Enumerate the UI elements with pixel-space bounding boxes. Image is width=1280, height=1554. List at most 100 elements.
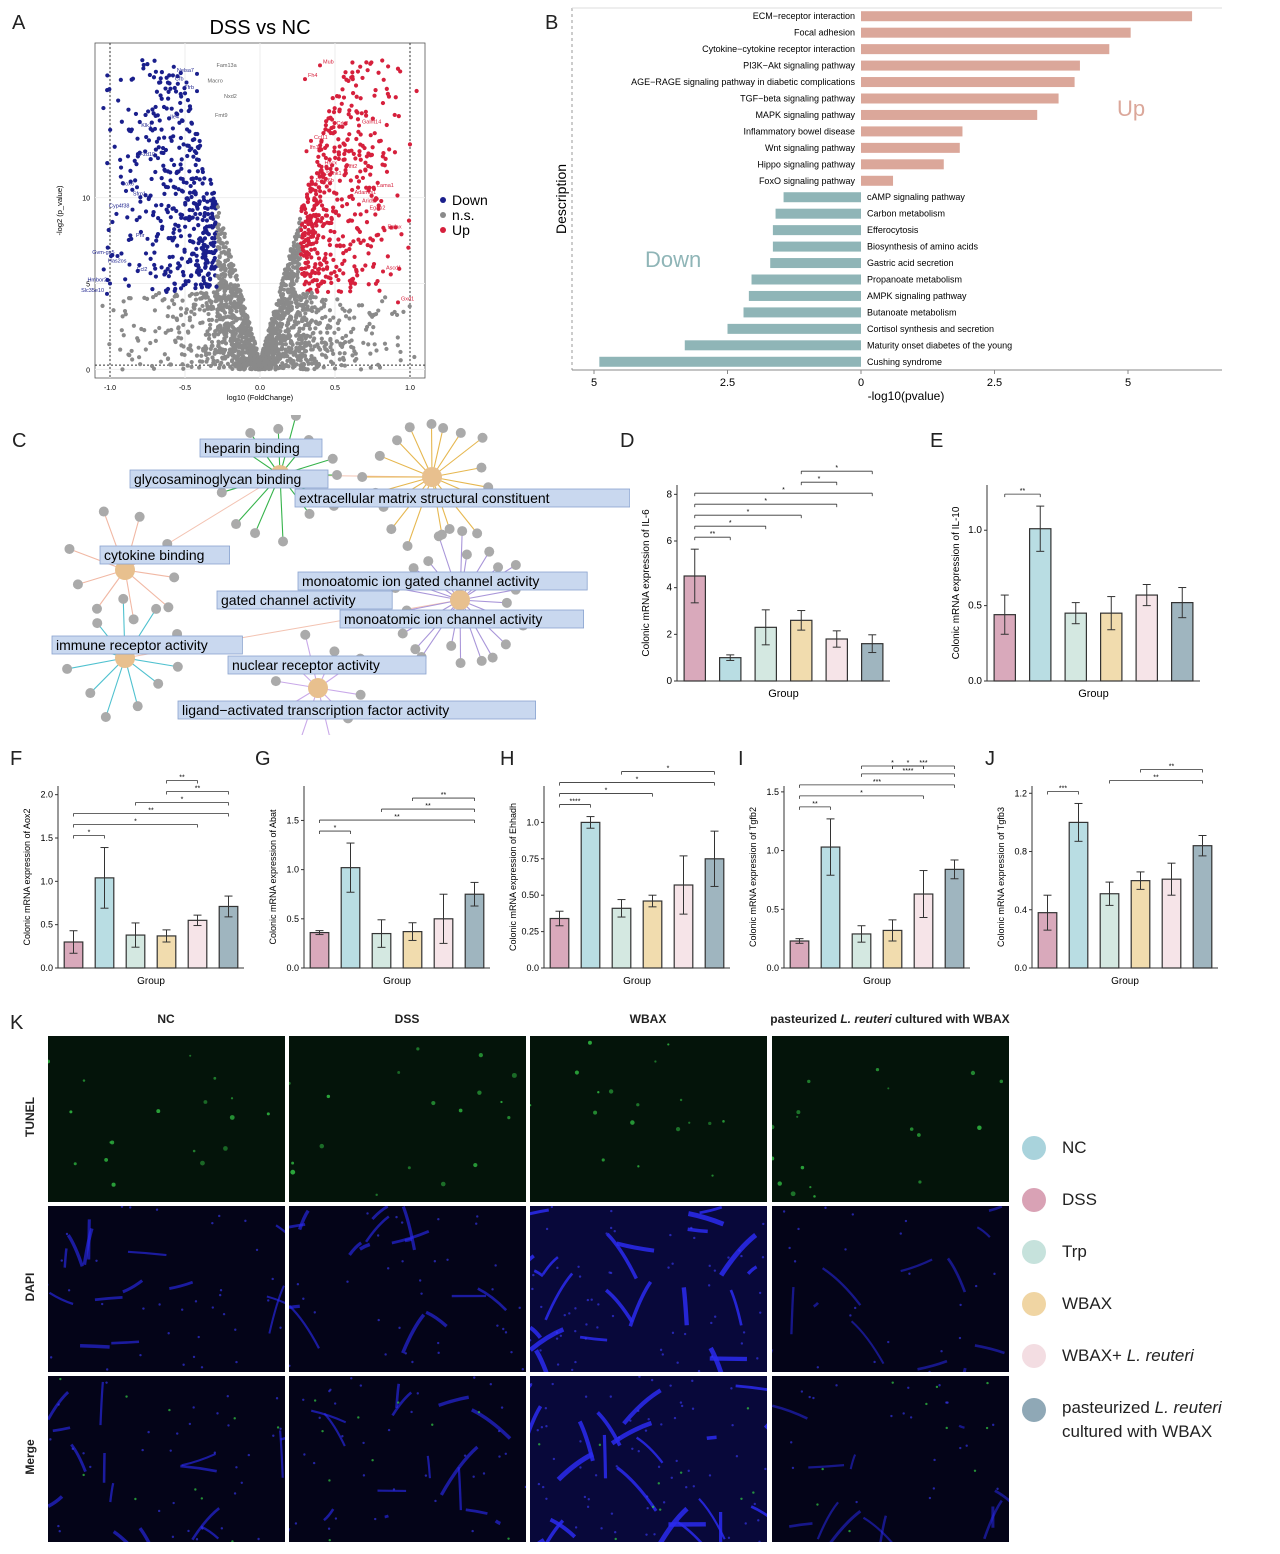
network-gene-node	[128, 614, 139, 625]
tunel-signal-dot	[266, 1112, 270, 1116]
volcano-point	[334, 264, 339, 270]
network-gene-node	[423, 556, 434, 567]
volcano-point	[179, 94, 184, 99]
volcano-point	[193, 282, 198, 287]
volcano-point	[354, 267, 359, 272]
volcano-point	[352, 264, 357, 269]
volcano-point	[218, 325, 223, 330]
volcano-point	[231, 269, 236, 274]
nucleus-dot	[374, 1517, 377, 1521]
volcano-point	[301, 316, 306, 321]
volcano-point	[180, 298, 185, 303]
network-gene-node	[278, 536, 289, 547]
nucleus-dot	[141, 1448, 144, 1452]
network-term-label: ligand−activated transcription factor ac…	[182, 702, 449, 718]
merge-signal-dot	[816, 1503, 819, 1506]
nucleus-dot	[192, 1406, 195, 1409]
tunel-signal-dot	[223, 1146, 228, 1151]
volcano-point	[161, 163, 166, 168]
nucleus-dot	[617, 1436, 621, 1439]
bar-xlabel: Group	[1078, 688, 1109, 700]
network-gene-node	[487, 652, 498, 663]
network-gene-node	[172, 661, 183, 672]
nucleus-dot	[471, 1529, 474, 1533]
bar-ylabel: Colonic mRNA expression of Tgfb3	[996, 807, 1006, 947]
merge-signal-dot	[821, 1467, 824, 1471]
nucleus-dot	[644, 1429, 648, 1432]
bar-ylabel: Colonic mRNA expression of IL-10	[951, 506, 962, 659]
nuclei-band	[112, 1530, 129, 1542]
nucleus-dot	[334, 1517, 338, 1520]
volcano-gene-label: Ifit2	[349, 164, 358, 170]
volcano-point	[334, 339, 339, 344]
tunel-signal-dot	[319, 1143, 325, 1149]
volcano-point	[187, 169, 192, 174]
network-term-box	[177, 700, 537, 720]
volcano-point	[310, 279, 315, 284]
volcano-point	[214, 318, 219, 323]
volcano-point	[316, 271, 321, 276]
volcano-point	[167, 73, 172, 78]
bar-ylabel: Colonic mRNA expression of IL-6	[641, 509, 652, 657]
kegg-bar-up	[861, 44, 1110, 55]
network-gene-node	[250, 528, 261, 539]
volcano-point	[226, 253, 231, 259]
nuclei-band	[946, 1257, 967, 1293]
volcano-point	[189, 364, 194, 370]
volcano-point	[313, 182, 318, 187]
nuclei-band	[395, 1383, 401, 1409]
volcano-point	[358, 169, 363, 174]
nucleus-dot	[318, 1416, 321, 1420]
tunel-signal-dot	[970, 1070, 976, 1076]
nuclei-band	[297, 1209, 310, 1231]
volcano-point	[337, 178, 342, 183]
volcano-point	[188, 106, 193, 112]
network-term-label: gated channel activity	[221, 592, 356, 608]
nucleus-dot	[362, 1474, 366, 1477]
volcano-point	[197, 237, 202, 242]
volcano-point	[332, 229, 337, 235]
nucleus-dot	[647, 1418, 650, 1421]
nuclei-band	[917, 1359, 948, 1371]
tunel-signal-dot	[654, 1060, 657, 1063]
nucleus-dot	[680, 1404, 684, 1408]
network-gene-node	[444, 523, 455, 534]
volcano-point-labeled	[130, 207, 135, 212]
volcano-point	[176, 187, 181, 192]
nucleus-dot	[793, 1260, 797, 1263]
volcano-point	[380, 100, 386, 106]
volcano-point	[148, 126, 153, 132]
volcano-point	[105, 245, 110, 250]
volcano-point	[119, 328, 124, 333]
nucleus-dot	[609, 1395, 612, 1398]
volcano-gene-label: Ecl2	[137, 267, 148, 273]
volcano-point	[315, 201, 320, 206]
nuclei-band	[122, 1279, 144, 1294]
nucleus-dot	[615, 1465, 618, 1468]
bar-ylabel: Colonic mRNA expression of Aox2	[22, 808, 32, 945]
volcano-point-labeled	[364, 209, 369, 214]
volcano-point	[336, 326, 341, 332]
bar-xlabel: Group	[383, 976, 411, 987]
volcano-point	[255, 357, 260, 363]
volcano-point-labeled	[318, 63, 322, 68]
bar	[944, 868, 965, 969]
nucleus-dot	[685, 1486, 688, 1489]
network-term-box	[199, 438, 323, 458]
volcano-point	[215, 327, 220, 332]
volcano-point	[177, 145, 182, 150]
volcano-point	[302, 206, 308, 212]
volcano-point	[380, 58, 385, 63]
bar-y-tick: 0.50	[521, 890, 539, 900]
volcano-point	[231, 345, 236, 350]
volcano-point	[149, 120, 154, 125]
volcano-point	[348, 178, 353, 183]
volcano-point	[194, 246, 199, 251]
network-term-hub	[450, 590, 470, 610]
volcano-point	[368, 165, 374, 170]
bar-ylabel: Colonic mRNA expression of Abat	[268, 809, 278, 945]
nuclei-band	[958, 1424, 965, 1429]
volcano-point	[327, 109, 332, 114]
network-gene-node	[300, 629, 311, 640]
merge-signal-dot	[313, 1399, 317, 1402]
